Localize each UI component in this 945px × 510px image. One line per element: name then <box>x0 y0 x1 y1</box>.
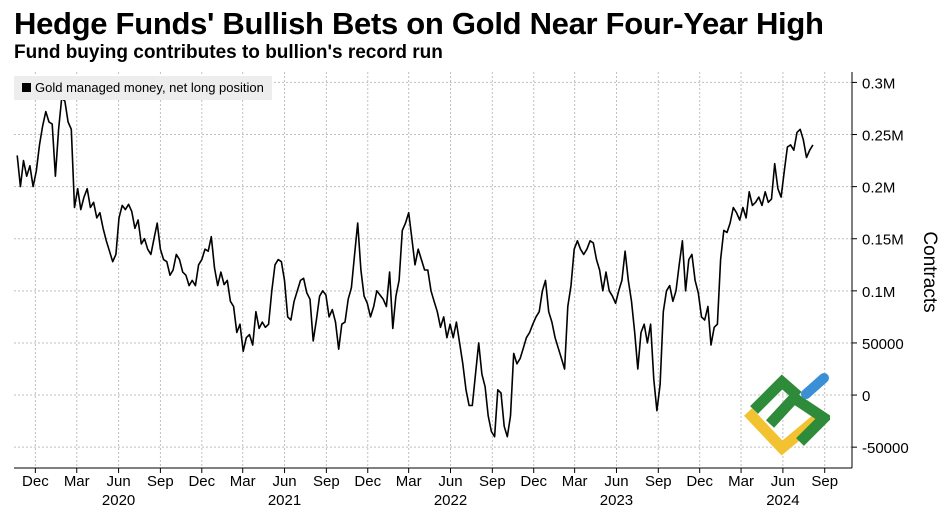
y-tick-label: 0.3M <box>862 75 895 92</box>
y-tick-label: 0.25M <box>862 128 904 145</box>
logo-blue-mark <box>801 373 829 399</box>
y-axis-label: Contracts <box>919 231 940 312</box>
grid-layer <box>14 72 852 468</box>
x-year-label: 2020 <box>102 492 135 509</box>
legend-label: Gold managed money, net long position <box>35 80 264 95</box>
series-layer <box>16 97 814 438</box>
x-tick-label: Jun <box>604 473 628 490</box>
x-tick-label: Dec <box>22 473 49 490</box>
x-tick-label: Dec <box>188 473 215 490</box>
x-tick-label: Dec <box>686 473 713 490</box>
x-year-label: 2022 <box>434 492 467 509</box>
x-tick-label: Sep <box>313 473 340 490</box>
x-tick-label: Mar <box>728 473 754 490</box>
x-tick-label: Sep <box>479 473 506 490</box>
x-tick-label: Jun <box>438 473 462 490</box>
x-year-label: 2023 <box>600 492 633 509</box>
logo-green-mark <box>765 390 830 446</box>
series-line <box>16 97 814 438</box>
chart-subtitle: Fund buying contributes to bullion's rec… <box>14 42 443 63</box>
y-tick-label: 50000 <box>862 336 904 353</box>
x-tick-label: Jun <box>272 473 296 490</box>
y-tick-label: -50000 <box>862 440 909 457</box>
x-tick-label: Mar <box>396 473 422 490</box>
y-tick-label: 0.1M <box>862 284 895 301</box>
x-tick-label: Jun <box>106 473 130 490</box>
logo-yellow-mark <box>744 408 822 456</box>
x-tick-label: Mar <box>230 473 256 490</box>
chart-title: Hedge Funds' Bullish Bets on Gold Near F… <box>14 6 824 41</box>
legend: Gold managed money, net long position <box>14 76 272 100</box>
x-tick-label: Sep <box>811 473 838 490</box>
logo-green-arrow <box>750 374 802 414</box>
y-tick-label: 0.15M <box>862 232 904 249</box>
legend-swatch <box>22 83 31 92</box>
x-tick-label: Mar <box>64 473 90 490</box>
x-tick-label: Sep <box>645 473 672 490</box>
y-tick-label: 0 <box>862 388 870 405</box>
axis-layer: 0.3M 0.25M 0.2M 0.15M 0.1M 50000 0 -50000 Dec Mar… <box>14 72 909 509</box>
x-tick-label: Jun <box>771 473 795 490</box>
x-tick-label: Dec <box>520 473 547 490</box>
x-tick-label: Mar <box>562 473 588 490</box>
y-tick-label: 0.2M <box>862 180 895 197</box>
x-tick-label: Sep <box>147 473 174 490</box>
x-year-label: 2024 <box>766 492 799 509</box>
x-tick-label: Dec <box>354 473 381 490</box>
x-year-label: 2021 <box>268 492 301 509</box>
watermark-logo-icon <box>744 373 830 456</box>
